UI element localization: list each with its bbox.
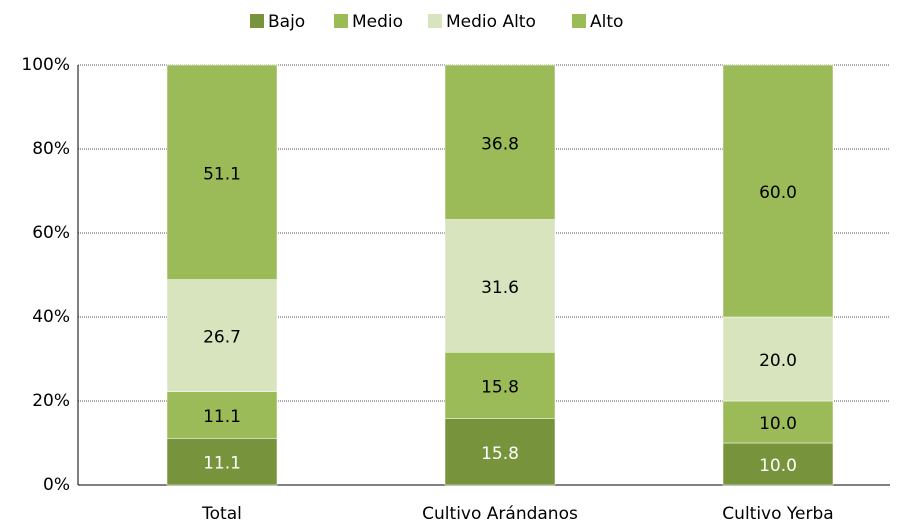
bar-segment [444,418,556,486]
data-label: 36.8 [481,134,519,154]
legend-swatch [572,14,586,28]
bar-segment [444,64,556,220]
x-tick-label: Cultivo Arándanos [422,504,578,524]
legend-label: Alto [590,12,623,32]
legend-swatch [250,14,264,28]
bar-segment [166,391,278,439]
legend-label: Medio [352,12,403,32]
legend-label: Medio Alto [446,12,536,32]
data-label: 15.8 [481,377,519,397]
y-tick-label: 80% [32,139,70,159]
bar-segment [444,219,556,353]
data-label: 11.1 [203,407,241,427]
data-label: 60.0 [759,183,797,203]
y-tick-label: 60% [32,223,70,243]
bar-segment [722,442,834,486]
bar-segment [722,400,834,444]
bar-segment [444,352,556,419]
bar-segment [722,64,834,318]
data-label: 15.8 [481,444,519,464]
data-label: 10.0 [759,414,797,434]
bar-segment [166,279,278,393]
y-tick-label: 20% [32,391,70,411]
bar-segment [166,64,278,280]
legend-swatch [428,14,442,28]
bar-segment [722,316,834,402]
data-label: 10.0 [759,456,797,476]
data-label: 11.1 [203,454,241,474]
x-tick-label: Total [201,504,242,524]
data-label: 51.1 [203,164,241,184]
legend-swatch [334,14,348,28]
data-label: 20.0 [759,351,797,371]
legend-label: Bajo [268,12,305,32]
y-tick-label: 40% [32,307,70,327]
data-label: 26.7 [203,328,241,348]
x-tick-label: Cultivo Yerba [722,504,833,524]
bar-segment [166,438,278,486]
y-tick-label: 100% [21,55,70,75]
data-label: 31.6 [481,278,519,298]
y-tick-label: 0% [43,475,70,495]
